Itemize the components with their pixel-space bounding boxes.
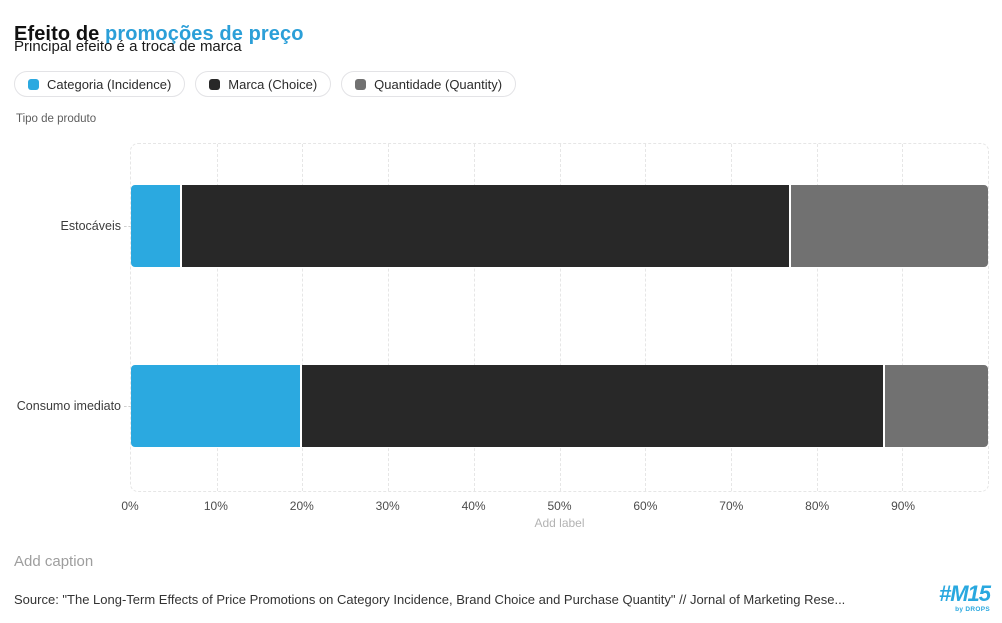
bar-row-consumo-imediato: [131, 365, 988, 447]
logo-subtext: by DROPS: [955, 606, 990, 613]
legend-swatch-blue: [28, 78, 39, 90]
caption-placeholder[interactable]: Add caption: [14, 553, 94, 570]
legend-label: Marca (Choice): [228, 76, 318, 92]
title-prefix: Efeito de: [14, 23, 106, 46]
legend-item-marca[interactable]: Marca (Choice): [195, 71, 332, 97]
tick-dash: [124, 405, 131, 407]
x-tick-label: 10%: [203, 499, 228, 513]
gridline-80: [816, 144, 818, 491]
legend: Categoria (Incidence) Marca (Choice) Qua…: [14, 71, 517, 97]
title-highlight: promoções de preço: [105, 23, 304, 46]
gridline-50: [559, 144, 561, 491]
x-tick-label: 80%: [805, 499, 830, 513]
x-tick-label: 40%: [461, 499, 486, 513]
gridline-60: [645, 144, 647, 491]
category-label-text: Consumo imediato: [16, 399, 121, 413]
source-text: Source: "The Long-Term Effects of Price …: [14, 592, 846, 607]
logo-text: #M15: [938, 581, 991, 606]
bar-segment[interactable]: [790, 185, 988, 267]
bar-segment[interactable]: [302, 365, 886, 447]
category-label-estocaveis: Estocáveis: [0, 218, 131, 234]
category-label-text: Estocáveis: [60, 219, 121, 233]
x-tick-label: 20%: [289, 499, 314, 513]
category-label-consumo-imediato: Consumo imediato: [0, 398, 131, 414]
y-axis-title: Tipo de produto: [16, 113, 97, 125]
bar-segment[interactable]: [131, 185, 183, 267]
page-subtitle: Principal efeito é a troca de marca: [14, 38, 242, 55]
legend-item-quantidade[interactable]: Quantidade (Quantity): [341, 71, 517, 97]
gridline-30: [388, 144, 390, 491]
legend-label: Quantidade (Quantity): [374, 76, 503, 92]
x-tick-label: 30%: [375, 499, 400, 513]
gridline-40: [473, 144, 475, 491]
x-tick-label: 50%: [547, 499, 572, 513]
legend-swatch-dark: [209, 78, 221, 90]
plot-area: [130, 143, 989, 492]
tick-dash: [124, 225, 131, 227]
legend-label: Categoria (Incidence): [47, 76, 172, 92]
gridline-90: [902, 144, 904, 491]
bar-segment[interactable]: [131, 365, 303, 447]
gridline-10: [216, 144, 218, 491]
page-title: Efeito de promoções de preço: [14, 23, 304, 46]
legend-swatch-gray: [355, 78, 367, 90]
x-tick-label: 60%: [633, 499, 658, 513]
x-axis-label-placeholder[interactable]: Add label: [534, 516, 585, 530]
x-axis: 0% 10% 20% 30% 40% 50% 60% 70% 80% 90%: [121, 499, 989, 515]
x-tick-label: 70%: [719, 499, 744, 513]
legend-item-categoria[interactable]: Categoria (Incidence): [14, 71, 186, 97]
gridline-70: [730, 144, 732, 491]
bar-segment[interactable]: [182, 185, 791, 267]
x-tick-label: 0%: [121, 499, 139, 513]
bar-segment[interactable]: [885, 365, 988, 447]
brand-logo: #M15 by DROPS: [938, 581, 991, 614]
x-tick-label: 90%: [891, 499, 916, 513]
gridline-20: [302, 144, 304, 491]
bar-row-estocaveis: [131, 185, 988, 267]
